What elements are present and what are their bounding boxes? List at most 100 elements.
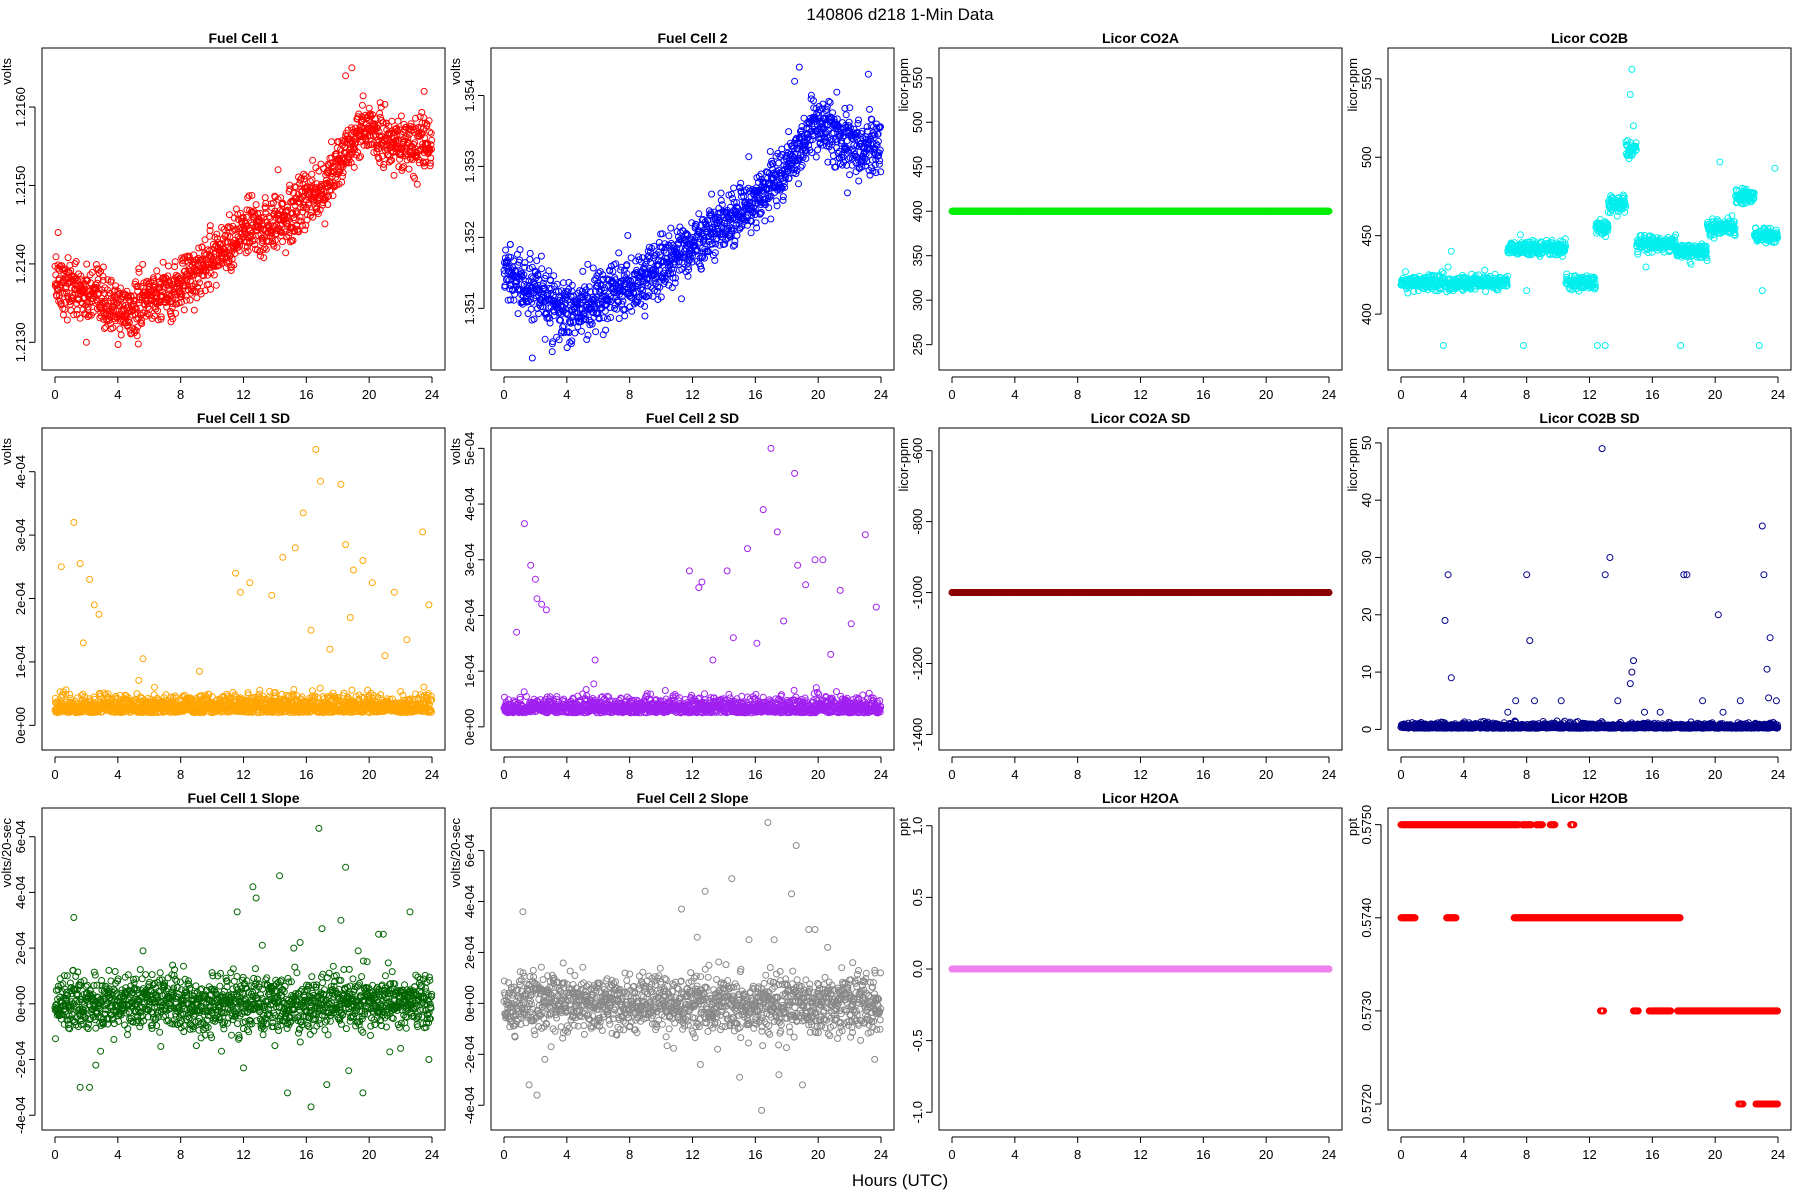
data-point xyxy=(1402,268,1409,276)
data-point xyxy=(685,266,693,274)
x-axis: 0 4 8 12 16 20 24 xyxy=(1397,376,1785,402)
data-point xyxy=(817,135,825,143)
data-point xyxy=(669,269,677,277)
x-tick-label: 8 xyxy=(1074,387,1081,402)
data-point xyxy=(746,217,754,225)
data-point xyxy=(579,293,587,301)
data-point xyxy=(418,129,425,137)
y-tick-label: 550 xyxy=(1359,68,1374,90)
data-point xyxy=(88,269,96,276)
figure-title: 140806 d218 1-Min Data xyxy=(806,5,994,24)
data-point xyxy=(710,208,718,216)
data-point xyxy=(736,224,744,232)
data-point xyxy=(824,158,832,166)
figure-x-axis-label: Hours (UTC) xyxy=(852,1171,948,1190)
data-point xyxy=(602,326,610,334)
data-point xyxy=(744,184,752,192)
data-point xyxy=(592,328,600,336)
data-point xyxy=(415,159,423,167)
x-tick-label: 16 xyxy=(748,387,762,402)
data-point xyxy=(593,293,601,301)
data-point xyxy=(339,172,346,180)
y-tick-label: 300 xyxy=(910,289,925,311)
data-point xyxy=(716,241,724,249)
data-point xyxy=(721,240,729,248)
data-point xyxy=(72,258,80,265)
data-point xyxy=(504,275,512,283)
data-point xyxy=(94,276,102,284)
data-point xyxy=(507,296,514,304)
data-point xyxy=(632,289,640,297)
data-point xyxy=(599,271,607,279)
panel-title: Licor CO2B xyxy=(1551,30,1628,46)
data-point xyxy=(308,170,316,178)
data-point xyxy=(591,295,599,303)
data-point xyxy=(262,204,269,212)
data-point xyxy=(689,252,696,260)
data-point xyxy=(581,312,589,320)
data-point xyxy=(380,164,388,172)
data-point xyxy=(733,232,741,239)
data-point xyxy=(114,341,122,348)
data-point xyxy=(389,148,397,156)
y-tick-label: 450 xyxy=(1359,225,1374,247)
data-point xyxy=(757,208,765,216)
data-point xyxy=(212,281,220,289)
x-axis: 0 4 8 12 16 20 24 xyxy=(948,376,1336,402)
data-point xyxy=(869,167,877,175)
data-point xyxy=(419,140,427,148)
data-point xyxy=(159,288,167,296)
data-point xyxy=(289,237,297,244)
y-tick-label: 1.353 xyxy=(462,150,477,183)
data-point xyxy=(428,136,436,144)
x-tick-label: 24 xyxy=(425,387,439,402)
data-point xyxy=(426,128,434,136)
data-point xyxy=(106,289,114,297)
data-point xyxy=(235,247,243,255)
data-point xyxy=(300,175,308,183)
y-axis-label: volts xyxy=(448,58,463,85)
data-point xyxy=(607,314,615,321)
data-point xyxy=(425,117,433,125)
data-point xyxy=(767,215,775,223)
data-point xyxy=(357,153,364,160)
x-tick-label: 20 xyxy=(1708,387,1722,402)
data-point xyxy=(188,272,196,280)
data-point xyxy=(133,332,141,340)
data-point xyxy=(328,138,335,146)
data-point xyxy=(66,261,74,269)
data-point xyxy=(261,244,269,252)
data-series xyxy=(500,63,885,362)
data-point xyxy=(564,310,572,318)
data-point xyxy=(99,272,107,280)
data-point xyxy=(855,116,862,124)
data-point xyxy=(292,207,300,215)
x-tick-label: 4 xyxy=(1011,387,1018,402)
data-point xyxy=(256,248,264,256)
data-point xyxy=(195,244,203,252)
data-point xyxy=(791,77,799,85)
data-point xyxy=(541,284,549,292)
data-point xyxy=(185,252,193,260)
data-point xyxy=(157,315,165,323)
data-point xyxy=(214,239,222,247)
data-point xyxy=(785,174,793,182)
data-point xyxy=(607,298,615,305)
data-point xyxy=(422,158,430,166)
data-point xyxy=(874,130,882,138)
data-point xyxy=(559,303,567,311)
data-point xyxy=(832,163,840,171)
x-tick-label: 8 xyxy=(1523,387,1530,402)
data-point xyxy=(196,287,204,295)
y-tick-label: 1.2160 xyxy=(13,87,28,127)
data-point xyxy=(285,232,293,239)
data-point xyxy=(528,298,536,306)
data-point xyxy=(641,312,649,320)
data-point xyxy=(427,154,435,162)
data-point xyxy=(410,128,418,136)
x-tick-label: 20 xyxy=(811,387,825,402)
y-tick-label: 450 xyxy=(910,156,925,178)
data-point xyxy=(516,271,524,278)
data-point xyxy=(665,281,673,289)
data-point xyxy=(242,213,250,221)
